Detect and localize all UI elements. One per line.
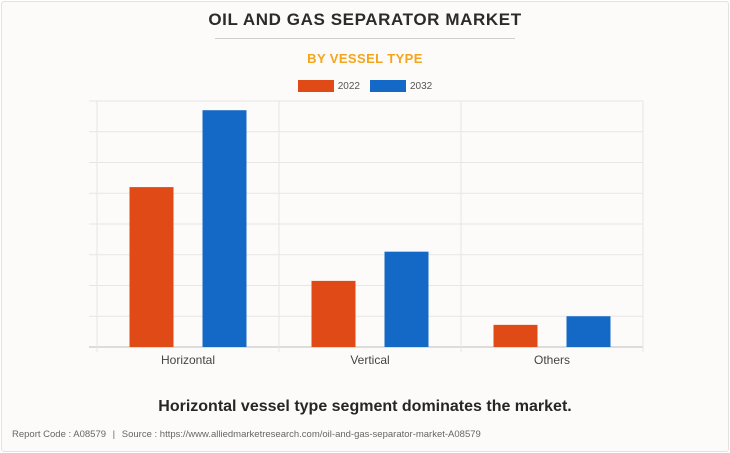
x-tick-label-others: Others — [534, 353, 570, 367]
bar-others-2022 — [493, 324, 538, 347]
bar-horizontal-2022 — [129, 187, 174, 347]
report-code: Report Code : A08579 — [12, 429, 107, 440]
chart-title: OIL AND GAS SEPARATOR MARKET — [208, 10, 522, 29]
bar-vertical-2022 — [311, 280, 356, 347]
x-tick-label-vertical: Vertical — [350, 353, 389, 367]
legend: 2022 2032 — [0, 80, 730, 92]
title-divider — [215, 38, 515, 39]
footer-separator: | — [112, 429, 116, 440]
bar-others-2032 — [566, 316, 611, 347]
legend-swatch-2032 — [370, 80, 406, 92]
footer: Report Code : A08579 | Source : https://… — [12, 429, 481, 440]
legend-label-2022: 2022 — [337, 80, 360, 92]
legend-item-2022[interactable]: 2022 — [297, 80, 360, 92]
chart-subtitle: BY VESSEL TYPE — [307, 51, 423, 66]
chart-caption: Horizontal vessel type segment dominates… — [158, 398, 572, 415]
source-link[interactable]: Source : https://www.alliedmarketresearc… — [121, 429, 481, 440]
x-tick-label-horizontal: Horizontal — [161, 353, 215, 367]
legend-label-2032: 2032 — [410, 80, 433, 92]
bar-horizontal-2032 — [202, 110, 247, 347]
bar-vertical-2032 — [384, 251, 429, 347]
legend-item-2032[interactable]: 2032 — [370, 80, 432, 92]
legend-swatch-2022 — [297, 80, 334, 92]
